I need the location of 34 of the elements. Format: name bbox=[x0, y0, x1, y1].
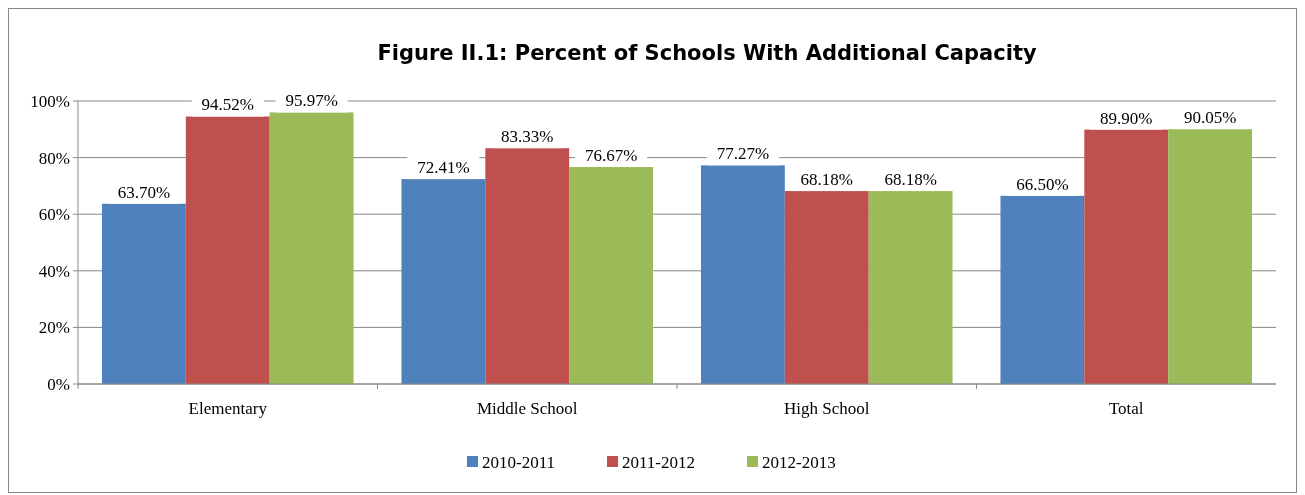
legend-label: 2012-2013 bbox=[762, 452, 836, 472]
data-label: 63.70% bbox=[117, 182, 171, 202]
data-label: 89.90% bbox=[1100, 108, 1153, 128]
bar bbox=[1084, 129, 1169, 384]
bar bbox=[485, 148, 570, 384]
y-tick-label: 20% bbox=[38, 318, 70, 338]
bar bbox=[1000, 195, 1085, 384]
data-label: 68.18% bbox=[800, 170, 853, 189]
legend-label: 2011-2012 bbox=[622, 452, 696, 472]
y-tick-label: 80% bbox=[38, 148, 70, 168]
y-tick-label: 0% bbox=[47, 374, 70, 394]
x-tick-label: Elementary bbox=[188, 399, 268, 418]
bar bbox=[569, 167, 654, 384]
data-label: 83.33% bbox=[501, 127, 554, 147]
bar bbox=[1168, 129, 1253, 384]
bar bbox=[784, 191, 869, 384]
data-label: 76.67% bbox=[584, 145, 638, 165]
data-label: 94.52% bbox=[201, 95, 254, 115]
data-label: 68.18% bbox=[884, 170, 937, 189]
data-label: 95.97% bbox=[285, 91, 338, 111]
x-tick-label: Middle School bbox=[476, 399, 578, 418]
bar bbox=[101, 203, 186, 384]
data-label: 77.27% bbox=[716, 144, 770, 164]
data-label: 72.41% bbox=[417, 158, 470, 178]
x-tick-label: High School bbox=[784, 399, 870, 418]
x-tick-label: Total bbox=[1108, 399, 1144, 418]
y-tick-label: 40% bbox=[38, 261, 70, 281]
y-tick-label: 100% bbox=[30, 91, 70, 111]
bar bbox=[868, 191, 953, 384]
data-label: 66.50% bbox=[1016, 174, 1069, 194]
chart-title: Figure II.1: Percent of Schools With Additional Capacity bbox=[377, 41, 1037, 65]
y-tick-label: 60% bbox=[38, 205, 70, 225]
data-label: 90.05% bbox=[1183, 108, 1237, 128]
legend-label: 2010-2011 bbox=[482, 452, 556, 472]
